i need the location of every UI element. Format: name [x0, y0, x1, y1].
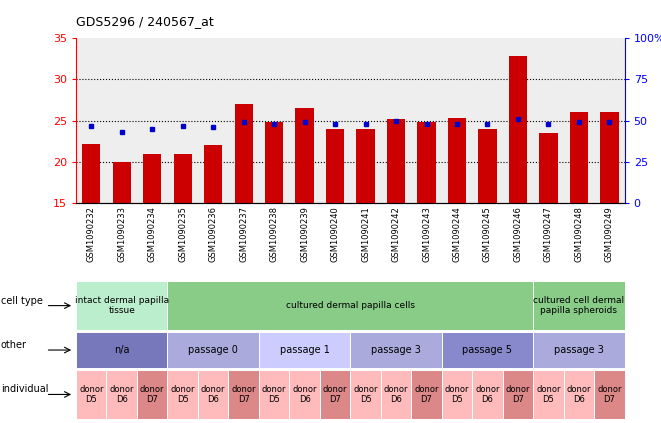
Text: donor
D5: donor D5	[79, 385, 104, 404]
Bar	[600, 113, 619, 203]
Text: other: other	[1, 340, 26, 350]
Text: donor
D6: donor D6	[475, 385, 500, 404]
Text: cultured dermal papilla cells: cultured dermal papilla cells	[286, 301, 415, 310]
Text: donor
D7: donor D7	[506, 385, 530, 404]
Text: cultured cell dermal
papilla spheroids: cultured cell dermal papilla spheroids	[533, 296, 625, 315]
Text: donor
D5: donor D5	[536, 385, 561, 404]
Bar	[387, 119, 405, 203]
Bar	[204, 146, 222, 203]
Text: donor
D6: donor D6	[566, 385, 591, 404]
Text: donor
D6: donor D6	[292, 385, 317, 404]
Bar	[570, 113, 588, 203]
Text: cell type: cell type	[1, 296, 42, 305]
Bar	[112, 162, 131, 203]
Bar	[295, 108, 314, 203]
Text: donor
D5: donor D5	[171, 385, 195, 404]
Text: passage 3: passage 3	[371, 345, 421, 355]
Text: donor
D7: donor D7	[231, 385, 256, 404]
Bar	[539, 133, 558, 203]
Text: passage 0: passage 0	[188, 345, 238, 355]
Text: passage 1: passage 1	[280, 345, 330, 355]
Bar	[448, 118, 466, 203]
Bar	[417, 122, 436, 203]
Text: donor
D5: donor D5	[354, 385, 378, 404]
Bar	[479, 129, 496, 203]
Bar	[235, 104, 253, 203]
Text: donor
D7: donor D7	[414, 385, 439, 404]
Bar	[143, 154, 161, 203]
Text: donor
D7: donor D7	[597, 385, 621, 404]
Bar	[356, 129, 375, 203]
Bar	[82, 144, 100, 203]
Text: donor
D5: donor D5	[445, 385, 469, 404]
Bar	[265, 122, 284, 203]
Text: passage 5: passage 5	[463, 345, 512, 355]
Text: n/a: n/a	[114, 345, 130, 355]
Bar	[174, 154, 192, 203]
Text: passage 3: passage 3	[554, 345, 604, 355]
Text: donor
D6: donor D6	[384, 385, 408, 404]
Bar	[326, 129, 344, 203]
Bar	[509, 56, 527, 203]
Text: donor
D7: donor D7	[140, 385, 165, 404]
Text: GDS5296 / 240567_at: GDS5296 / 240567_at	[76, 15, 214, 28]
Text: individual: individual	[1, 385, 48, 394]
Text: donor
D6: donor D6	[201, 385, 225, 404]
Text: intact dermal papilla
tissue: intact dermal papilla tissue	[75, 296, 169, 315]
Text: donor
D7: donor D7	[323, 385, 347, 404]
Text: donor
D5: donor D5	[262, 385, 286, 404]
Text: donor
D6: donor D6	[110, 385, 134, 404]
